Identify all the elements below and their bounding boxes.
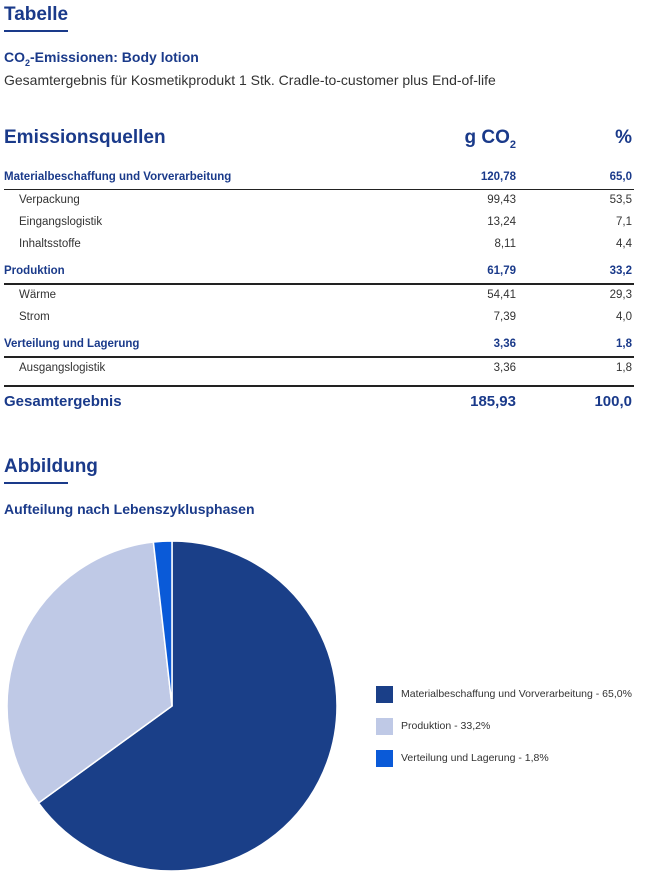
pie-slice xyxy=(152,540,173,707)
item-value: 8,11 xyxy=(494,238,516,250)
item-percent: 4,4 xyxy=(616,238,632,250)
item-percent: 29,3 xyxy=(609,289,632,301)
figure-title: Aufteilung nach Lebenszyklusphasen xyxy=(4,501,255,517)
total-row: Gesamtergebnis 185,93 100,0 xyxy=(4,387,634,417)
item-value: 3,36 xyxy=(493,362,516,374)
item-percent: 1,8 xyxy=(616,362,632,374)
legend-swatch xyxy=(376,750,393,767)
table-section-heading: Tabelle xyxy=(4,4,69,32)
category-percent: 65,0 xyxy=(609,171,632,183)
product-title: CO2-Emissionen: Body lotion xyxy=(4,49,199,68)
table-row: Wärme 54,41 29,3 xyxy=(4,285,634,307)
header-value: g CO2 xyxy=(464,127,516,151)
item-percent: 7,1 xyxy=(616,216,632,228)
legend-label: Produktion - 33,2% xyxy=(401,720,491,732)
total-percent: 100,0 xyxy=(594,393,632,410)
product-description: Gesamtergebnis für Kosmetikprodukt 1 Stk… xyxy=(4,72,496,88)
legend-swatch xyxy=(376,718,393,735)
legend-label: Verteilung und Lagerung - 1,8% xyxy=(401,752,549,764)
item-name: Wärme xyxy=(19,289,57,301)
total-value: 185,93 xyxy=(470,393,516,410)
item-name: Ausgangslogistik xyxy=(19,362,106,374)
total-rule xyxy=(4,385,634,387)
category-name: Produktion xyxy=(4,265,65,277)
category-percent: 1,8 xyxy=(616,338,632,350)
category-name: Materialbeschaffung und Vorverarbeitung xyxy=(4,171,232,183)
legend-label: Materialbeschaffung und Vorverarbeitung … xyxy=(401,688,632,700)
item-name: Strom xyxy=(19,311,50,323)
pie-slice xyxy=(37,540,338,872)
pie-chart xyxy=(6,540,338,872)
emissions-table: Emissionsquellen g CO2 % Materialbeschaf… xyxy=(4,127,634,417)
category-value: 120,78 xyxy=(480,171,516,183)
category-rule xyxy=(4,189,634,190)
table-body: Materialbeschaffung und Vorverarbeitung 1… xyxy=(4,167,634,385)
category-value: 3,36 xyxy=(493,338,516,350)
category-row: Materialbeschaffung und Vorverarbeitung 1… xyxy=(4,167,634,189)
figure-section-heading: Abbildung xyxy=(4,456,98,484)
item-name: Verpackung xyxy=(19,194,80,206)
item-value: 7,39 xyxy=(493,311,516,323)
item-name: Eingangslogistik xyxy=(19,216,103,228)
category-rule xyxy=(4,283,634,285)
category-row: Produktion 61,79 33,2 xyxy=(4,261,634,283)
header-source: Emissionsquellen xyxy=(4,127,166,148)
table-row: Verpackung 99,43 53,5 xyxy=(4,190,634,212)
category-value: 61,79 xyxy=(487,265,516,277)
item-name: Inhaltsstoffe xyxy=(19,238,81,250)
item-value: 99,43 xyxy=(487,194,516,206)
item-value: 13,24 xyxy=(487,216,516,228)
legend-swatch xyxy=(376,686,393,703)
category-rule xyxy=(4,356,634,358)
table-row: Eingangslogistik 13,24 7,1 xyxy=(4,212,634,234)
item-percent: 4,0 xyxy=(616,311,632,323)
category-percent: 33,2 xyxy=(609,265,632,277)
table-row: Strom 7,39 4,0 xyxy=(4,307,634,329)
header-percent: % xyxy=(615,127,632,148)
category-name: Verteilung und Lagerung xyxy=(4,338,140,350)
total-name: Gesamtergebnis xyxy=(4,393,122,410)
item-value: 54,41 xyxy=(487,289,516,301)
item-percent: 53,5 xyxy=(609,194,632,206)
category-row: Verteilung und Lagerung 3,36 1,8 xyxy=(4,334,634,356)
table-header: Emissionsquellen g CO2 % xyxy=(4,127,634,167)
pie-slice xyxy=(6,541,173,805)
table-row: Inhaltsstoffe 8,11 4,4 xyxy=(4,234,634,256)
table-row: Ausgangslogistik 3,36 1,8 xyxy=(4,358,634,380)
